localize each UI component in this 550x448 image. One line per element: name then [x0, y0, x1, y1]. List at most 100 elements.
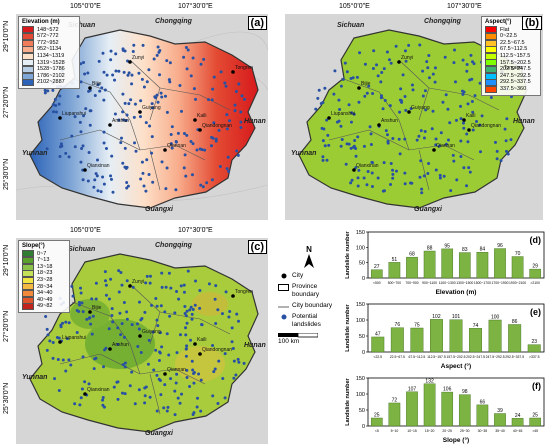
landslide-point: [88, 316, 92, 320]
region-label: Guangxi: [414, 206, 443, 213]
landslide-point: [170, 146, 174, 150]
landslide-point: [97, 59, 101, 63]
city-dot: [163, 372, 167, 376]
landslide-point: [469, 53, 473, 57]
landslide-point: [94, 172, 98, 176]
bar: [406, 391, 418, 427]
landslide-points: [314, 43, 514, 195]
landslide-point: [326, 133, 330, 137]
aspect-legend-item: 247.5~292.5: [485, 72, 537, 80]
landslide-point: [184, 46, 188, 50]
city-label: Qianxinan: [356, 163, 379, 169]
landslide-point: [478, 150, 482, 154]
landslide-point: [184, 347, 188, 351]
north-arrow: N: [278, 246, 340, 268]
landslide-point: [67, 321, 71, 325]
landslide-point: [51, 356, 55, 360]
city-label: Tongren: [504, 65, 523, 71]
x-tick-label: 1500~1700: [474, 281, 491, 285]
x-tick-label: 900~1100: [422, 281, 437, 285]
landslide-point: [55, 336, 59, 340]
landslide-point: [185, 67, 189, 71]
elevation-legend-item: 1528~1786: [22, 65, 76, 73]
legend-province-label: Province boundary: [292, 283, 320, 298]
landslide-point: [381, 107, 385, 111]
y-tick-label: 0: [362, 276, 365, 282]
landslide-point: [176, 396, 180, 400]
landslide-point: [150, 106, 154, 110]
legend-swatch: [22, 256, 34, 264]
landslide-point: [190, 312, 194, 316]
landslide-point: [101, 403, 105, 407]
landslide-point: [107, 327, 111, 331]
landslide-point: [101, 398, 105, 402]
legend-item-label: 13~18: [37, 263, 53, 270]
bar: [441, 391, 454, 427]
map-legend: N City Province boundary City boundary P…: [278, 246, 340, 349]
landslide-point: [321, 158, 325, 162]
landslide-point: [189, 305, 193, 309]
latitude-label: 25°30'0"N: [3, 382, 10, 414]
legend-city-boundary: City boundary: [278, 302, 340, 310]
landslide-point: [152, 57, 156, 61]
landslide-point: [341, 77, 345, 81]
landslide-point: [370, 185, 374, 189]
panel-label: (f): [532, 381, 541, 391]
bar-value-label: 70: [515, 251, 521, 257]
landslide-point: [178, 333, 182, 337]
landslide-point: [433, 80, 437, 84]
legend-item-label: 18~23: [37, 270, 53, 277]
north-label: N: [306, 245, 312, 254]
landslide-point: [213, 367, 217, 371]
legend-province: Province boundary: [278, 283, 340, 299]
landslide-point: [391, 137, 395, 141]
landslide-point: [349, 146, 353, 150]
bar: [388, 262, 401, 279]
legend-swatch: [22, 296, 34, 304]
landslide-point: [421, 94, 425, 98]
landslide-point: [64, 369, 68, 373]
landslide-point: [109, 277, 113, 281]
landslide-point: [509, 138, 513, 142]
landslide-point: [398, 110, 402, 114]
landslide-point: [206, 98, 210, 102]
elevation-legend-item: 1319~1528: [22, 59, 76, 67]
landslide-point: [379, 96, 383, 100]
landslide-point: [495, 149, 499, 153]
landslide-point: [325, 158, 329, 162]
landslide-point: [105, 73, 109, 77]
landslide-point: [340, 137, 344, 141]
city-label: Qianxinan: [87, 163, 110, 169]
landslide-point: [219, 70, 223, 74]
slope-legend-item: 13~18: [22, 263, 66, 271]
x-tick-label: 1900~2100: [509, 281, 526, 285]
x-tick-label: 10~15: [407, 429, 417, 433]
landslide-point: [376, 74, 380, 78]
landslide-point: [125, 317, 129, 321]
landslide-point: [151, 330, 155, 334]
bar-value-label: 27: [374, 264, 380, 270]
landslide-point: [139, 351, 143, 355]
landslide-point: [122, 335, 126, 339]
landslide-point: [403, 171, 407, 175]
slope-bar-chart: 0 50 100 150 25 <5 72 5~10 107 10~15 132 15~20 106 20…: [345, 376, 545, 444]
x-axis-title: Aspect (°): [441, 362, 471, 370]
landslide-point: [193, 303, 197, 307]
landslide-point: [44, 315, 48, 319]
landslide-point: [239, 110, 243, 114]
city-dot: [407, 110, 411, 114]
landslide-point: [104, 346, 108, 350]
landslide-point: [59, 142, 63, 146]
x-tick-label: 1300~1500: [456, 281, 473, 285]
landslide-point: [434, 137, 438, 141]
x-tick-label: 35~40: [495, 429, 505, 433]
landslide-point: [79, 396, 83, 400]
landslide-point: [195, 405, 199, 409]
city-label: Qiandongnan: [471, 123, 502, 129]
elevation-bar-chart: 0 50 100 150 27 <500 51 500~700 68 700~900 88 900~1…: [345, 230, 545, 296]
landslide-point: [176, 131, 180, 135]
legend-item-label: 1786~2102: [37, 72, 65, 79]
landslide-point: [455, 178, 459, 182]
landslide-point: [439, 131, 443, 135]
scale-bar: 100 km: [278, 333, 340, 346]
